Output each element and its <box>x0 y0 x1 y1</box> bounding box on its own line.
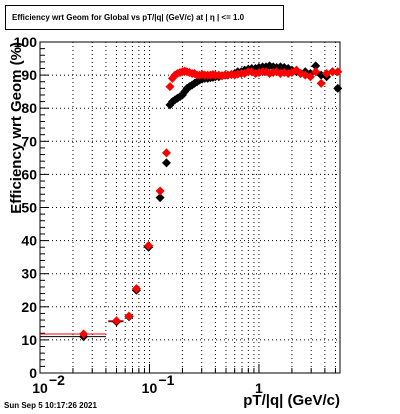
data-series <box>40 61 343 342</box>
data-point <box>247 67 257 77</box>
data-point <box>161 158 171 168</box>
data-point <box>311 61 321 71</box>
data-point <box>305 72 315 82</box>
data-point <box>165 82 175 92</box>
y-tick-label: 30 <box>21 266 37 282</box>
data-point <box>112 316 122 326</box>
chart-title: Efficiency wrt Geom for Global vs pT/|q|… <box>12 13 245 22</box>
timestamp-footer: Sun Sep 5 10:17:26 2021 <box>4 401 97 410</box>
y-tick-label: 0 <box>29 365 37 381</box>
y-tick-label: 80 <box>21 100 37 116</box>
data-point <box>124 311 134 321</box>
x-tick-label: 10 <box>142 380 158 396</box>
x-tick-exponent: −2 <box>49 372 65 388</box>
data-point <box>333 67 343 77</box>
grid-lines <box>40 42 340 373</box>
x-tick-label: 10 <box>32 380 48 396</box>
series-group <box>40 65 343 339</box>
chart-title-box: Efficiency wrt Geom for Global vs pT/|q|… <box>5 5 284 30</box>
y-tick-label: 60 <box>21 166 37 182</box>
data-point <box>155 193 165 203</box>
y-tick-label: 20 <box>21 299 37 315</box>
y-tick-label: 100 <box>14 34 38 50</box>
y-axis-title: Efficiency wrt Geom (%) <box>8 42 25 214</box>
data-point <box>328 67 338 77</box>
y-tick-label: 70 <box>21 133 37 149</box>
data-point <box>316 78 326 88</box>
data-point <box>131 284 141 294</box>
series-group <box>40 61 343 342</box>
y-tick-label: 40 <box>21 233 37 249</box>
data-point <box>311 67 321 77</box>
x-tick-exponent: −1 <box>158 372 174 388</box>
y-tick-label: 50 <box>21 200 37 216</box>
data-point <box>144 241 154 251</box>
data-point <box>333 83 343 93</box>
y-tick-label: 90 <box>21 67 37 83</box>
x-tick-label: 1 <box>255 380 263 396</box>
y-tick-label: 10 <box>21 332 37 348</box>
x-axis-title: pT/|q| (GeV/c) <box>243 392 340 409</box>
axis-ticks <box>39 41 336 374</box>
data-point <box>79 329 89 339</box>
data-point <box>161 148 171 158</box>
data-point <box>155 186 165 196</box>
